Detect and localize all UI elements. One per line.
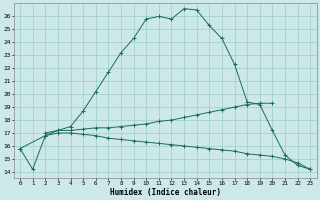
X-axis label: Humidex (Indice chaleur): Humidex (Indice chaleur) bbox=[110, 188, 220, 197]
